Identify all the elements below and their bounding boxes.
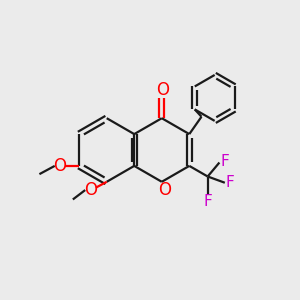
Text: O: O [156, 81, 169, 99]
Text: O: O [53, 157, 67, 175]
Text: O: O [158, 181, 171, 199]
Text: O: O [84, 181, 97, 199]
Text: F: F [226, 175, 235, 190]
Text: F: F [220, 154, 229, 169]
Text: F: F [203, 194, 212, 209]
